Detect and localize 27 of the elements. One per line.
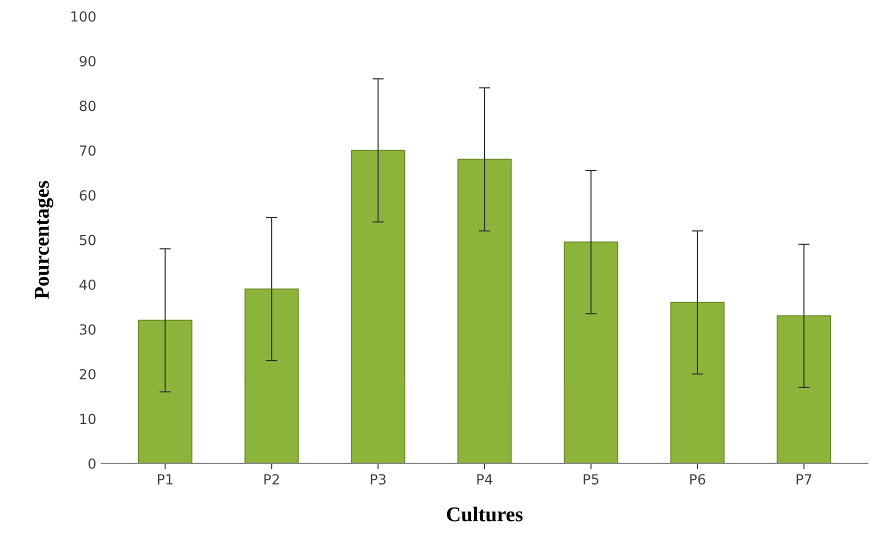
y-tick-label: 0 <box>88 458 96 469</box>
y-tick-label: 40 <box>79 280 96 290</box>
x-tick-label: P3 <box>370 474 386 485</box>
y-tick-label: 60 <box>80 190 96 201</box>
bar <box>244 288 299 464</box>
bar <box>138 320 192 464</box>
x-axis-title: Cultures <box>446 506 523 522</box>
bar <box>564 242 618 464</box>
y-tick-label: 10 <box>80 414 96 424</box>
y-tick-label: 70 <box>80 145 96 156</box>
y-tick-label: 80 <box>80 100 96 112</box>
x-tick-label: P4 <box>477 474 492 484</box>
y-tick-label: 90 <box>80 56 96 66</box>
y-tick-label: 50 <box>80 234 96 246</box>
y-tick-label: 30 <box>80 324 96 335</box>
bar <box>350 150 406 464</box>
y-axis-title: Pourcentages <box>35 180 54 299</box>
bar <box>776 315 832 464</box>
bar <box>670 302 725 464</box>
y-tick-label: 20 <box>80 368 96 380</box>
x-tick-label: P2 <box>264 474 279 484</box>
bar <box>457 158 512 464</box>
x-tick-label: P7 <box>796 474 812 484</box>
y-tick-label: 100 <box>71 11 96 22</box>
x-tick-label: P1 <box>158 474 173 484</box>
x-tick-label: P6 <box>690 474 706 485</box>
x-tick-label: P5 <box>584 474 598 485</box>
